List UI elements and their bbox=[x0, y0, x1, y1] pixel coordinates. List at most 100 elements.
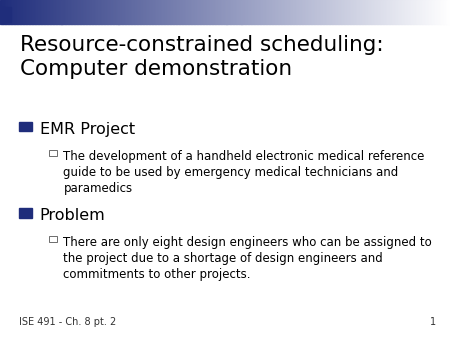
Bar bbox=[390, 0, 392, 24]
Bar bbox=[303, 0, 305, 24]
Bar bbox=[267, 0, 269, 24]
Bar bbox=[197, 0, 198, 24]
Bar bbox=[441, 0, 443, 24]
Bar bbox=[10, 0, 13, 24]
Bar bbox=[352, 0, 355, 24]
Bar bbox=[30, 0, 32, 24]
Bar bbox=[327, 0, 329, 24]
Bar bbox=[307, 0, 310, 24]
Bar bbox=[122, 0, 123, 24]
Bar bbox=[3, 0, 5, 24]
Bar bbox=[279, 0, 281, 24]
Bar bbox=[264, 0, 266, 24]
Bar bbox=[270, 0, 272, 24]
Bar bbox=[397, 0, 400, 24]
Bar bbox=[440, 0, 441, 24]
Bar bbox=[341, 0, 342, 24]
Bar bbox=[336, 0, 338, 24]
Bar bbox=[63, 0, 65, 24]
Bar bbox=[225, 0, 227, 24]
Bar bbox=[104, 0, 105, 24]
Bar bbox=[49, 150, 57, 156]
Bar bbox=[378, 0, 380, 24]
Bar bbox=[411, 0, 413, 24]
Bar bbox=[84, 0, 86, 24]
Bar bbox=[145, 0, 148, 24]
Bar bbox=[126, 0, 128, 24]
Bar bbox=[351, 0, 353, 24]
Bar bbox=[242, 0, 243, 24]
Bar bbox=[165, 0, 167, 24]
Bar bbox=[58, 0, 60, 24]
Bar bbox=[323, 0, 324, 24]
Bar bbox=[123, 0, 125, 24]
Bar bbox=[220, 0, 222, 24]
Bar bbox=[438, 0, 440, 24]
Bar bbox=[287, 0, 288, 24]
Bar bbox=[172, 0, 175, 24]
Text: The development of a handheld electronic medical reference
guide to be used by e: The development of a handheld electronic… bbox=[63, 150, 425, 195]
Bar bbox=[171, 0, 173, 24]
Bar bbox=[159, 0, 161, 24]
Bar bbox=[393, 0, 395, 24]
Bar bbox=[406, 0, 409, 24]
Bar bbox=[291, 0, 293, 24]
Text: Resource-constrained scheduling:
Computer demonstration: Resource-constrained scheduling: Compute… bbox=[20, 35, 384, 79]
Bar bbox=[112, 0, 114, 24]
Bar bbox=[449, 0, 450, 24]
Bar bbox=[400, 0, 402, 24]
Bar bbox=[49, 236, 57, 242]
Bar bbox=[233, 0, 234, 24]
Bar bbox=[213, 0, 215, 24]
Bar bbox=[6, 0, 8, 24]
Bar bbox=[426, 0, 428, 24]
Bar bbox=[271, 0, 274, 24]
Bar bbox=[17, 0, 18, 24]
Text: ISE 491 - Ch. 8 pt. 2: ISE 491 - Ch. 8 pt. 2 bbox=[19, 317, 116, 327]
Bar bbox=[372, 0, 374, 24]
Bar bbox=[248, 0, 249, 24]
Bar bbox=[338, 0, 339, 24]
Bar bbox=[240, 0, 242, 24]
Bar bbox=[109, 0, 112, 24]
Bar bbox=[302, 0, 303, 24]
Bar bbox=[207, 0, 209, 24]
Bar bbox=[447, 0, 449, 24]
Bar bbox=[147, 0, 149, 24]
Bar bbox=[114, 0, 116, 24]
Bar bbox=[201, 0, 203, 24]
Bar bbox=[12, 0, 14, 24]
Bar bbox=[252, 0, 254, 24]
Bar bbox=[138, 0, 140, 24]
Bar bbox=[269, 0, 270, 24]
Bar bbox=[433, 0, 436, 24]
Bar bbox=[26, 0, 27, 24]
Bar bbox=[226, 0, 229, 24]
Bar bbox=[199, 0, 202, 24]
Bar bbox=[141, 0, 143, 24]
Bar bbox=[19, 122, 32, 131]
Bar bbox=[370, 0, 373, 24]
Bar bbox=[190, 0, 193, 24]
Bar bbox=[44, 0, 45, 24]
Text: Problem: Problem bbox=[40, 208, 105, 223]
Bar bbox=[91, 0, 94, 24]
Bar bbox=[251, 0, 252, 24]
Bar bbox=[107, 0, 108, 24]
Bar bbox=[399, 0, 401, 24]
Bar bbox=[161, 0, 162, 24]
Bar bbox=[32, 0, 33, 24]
Bar bbox=[244, 0, 247, 24]
Bar bbox=[315, 0, 317, 24]
Bar bbox=[212, 0, 213, 24]
Bar bbox=[62, 0, 63, 24]
Bar bbox=[420, 0, 422, 24]
Bar bbox=[377, 0, 378, 24]
Bar bbox=[446, 0, 447, 24]
Bar bbox=[423, 0, 425, 24]
Bar bbox=[166, 0, 168, 24]
Bar bbox=[297, 0, 299, 24]
Bar bbox=[444, 0, 446, 24]
Bar bbox=[148, 0, 150, 24]
Bar bbox=[361, 0, 364, 24]
